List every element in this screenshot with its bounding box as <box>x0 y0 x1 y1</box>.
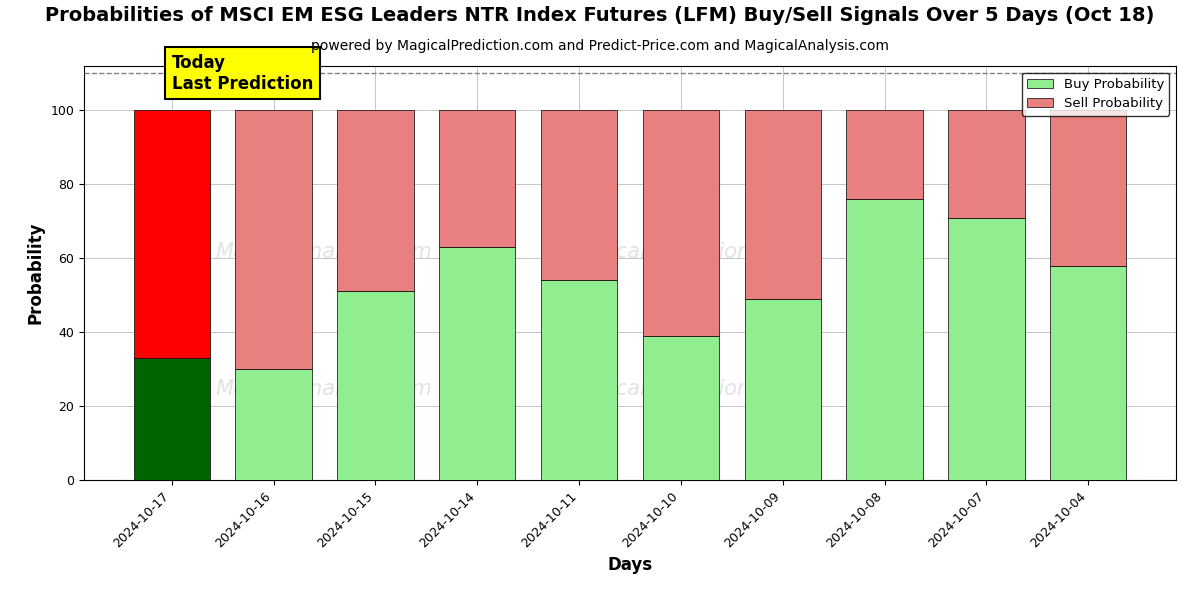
Bar <box>235 110 312 369</box>
Text: MagicalPrediction.com: MagicalPrediction.com <box>566 379 803 399</box>
Bar <box>643 336 719 480</box>
Bar <box>235 369 312 480</box>
Bar <box>337 110 414 292</box>
Bar <box>846 199 923 480</box>
Bar <box>744 299 821 480</box>
Legend: Buy Probability, Sell Probability: Buy Probability, Sell Probability <box>1021 73 1170 116</box>
Bar <box>439 247 516 480</box>
Bar <box>133 358 210 480</box>
Text: MagicalPrediction.com: MagicalPrediction.com <box>566 242 803 262</box>
Y-axis label: Probability: Probability <box>26 222 44 324</box>
Bar <box>846 110 923 199</box>
Text: MagicalAnalysis.com: MagicalAnalysis.com <box>216 379 433 399</box>
Bar <box>1050 110 1127 266</box>
Bar <box>541 280 617 480</box>
Bar <box>337 292 414 480</box>
Bar <box>439 110 516 247</box>
Bar <box>133 110 210 358</box>
Bar <box>948 218 1025 480</box>
Bar <box>744 110 821 299</box>
X-axis label: Days: Days <box>607 556 653 574</box>
Text: Probabilities of MSCI EM ESG Leaders NTR Index Futures (LFM) Buy/Sell Signals Ov: Probabilities of MSCI EM ESG Leaders NTR… <box>46 6 1154 25</box>
Bar <box>948 110 1025 218</box>
Bar <box>643 110 719 336</box>
Text: Today
Last Prediction: Today Last Prediction <box>172 54 313 93</box>
Bar <box>541 110 617 280</box>
Bar <box>1050 266 1127 480</box>
Text: MagicalAnalysis.com: MagicalAnalysis.com <box>216 242 433 262</box>
Text: powered by MagicalPrediction.com and Predict-Price.com and MagicalAnalysis.com: powered by MagicalPrediction.com and Pre… <box>311 39 889 53</box>
